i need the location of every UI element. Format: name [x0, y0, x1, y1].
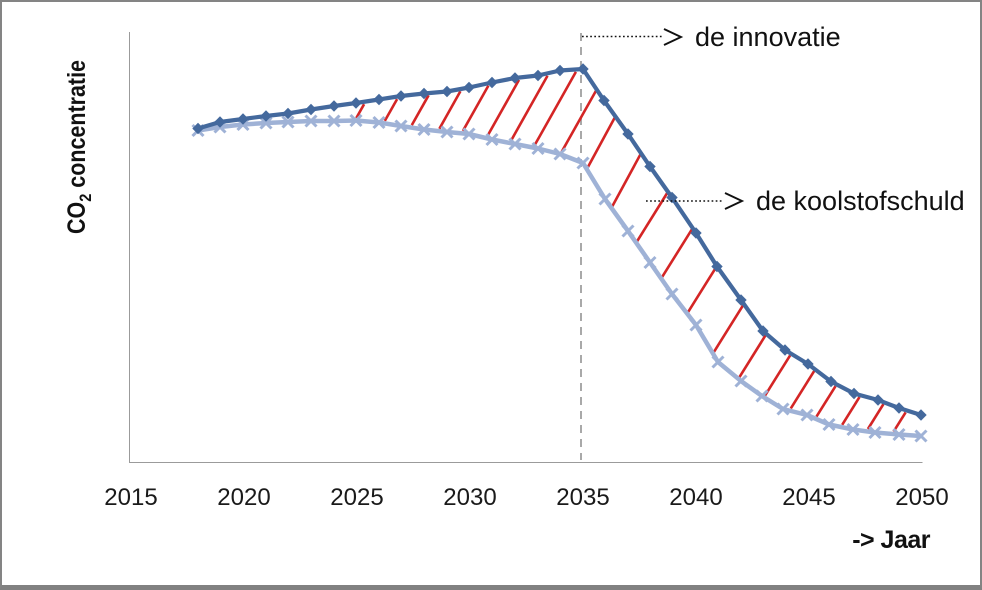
svg-text:2040: 2040 [669, 484, 722, 511]
svg-text:2020: 2020 [217, 484, 270, 511]
svg-text:2025: 2025 [330, 484, 383, 511]
svg-text:2035: 2035 [556, 484, 609, 511]
svg-text:2030: 2030 [443, 484, 496, 511]
svg-text:2045: 2045 [782, 484, 835, 511]
svg-text:CO2 concentratie: CO2 concentratie [63, 60, 95, 234]
svg-text:2015: 2015 [104, 484, 157, 511]
svg-text:de innovatie: de innovatie [695, 22, 841, 52]
svg-text:2050: 2050 [895, 484, 948, 511]
svg-text:-> Jaar: -> Jaar [852, 526, 931, 554]
svg-text:de koolstofschuld: de koolstofschuld [756, 186, 965, 216]
